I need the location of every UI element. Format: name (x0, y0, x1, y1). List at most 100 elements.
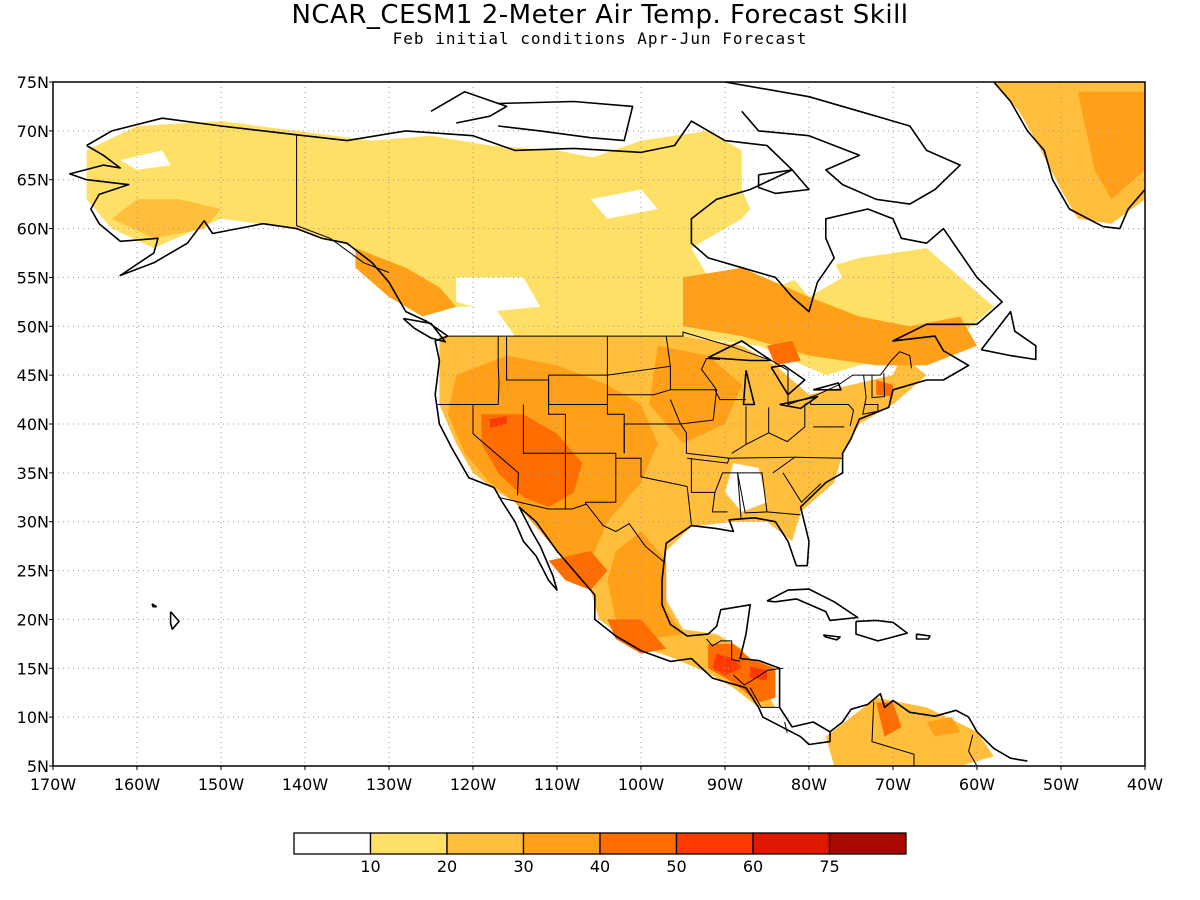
lat-tick-label: 25N (17, 562, 49, 581)
colorbar-label: 10 (360, 857, 380, 876)
border-20 (686, 486, 692, 525)
skill-region-27 (590, 189, 658, 219)
lon-tick-label: 110W (534, 775, 581, 794)
border-33 (862, 375, 879, 415)
border-14 (506, 336, 608, 405)
lon-tick-label: 60W (959, 775, 995, 794)
lat-tick-label: 10N (17, 708, 49, 727)
border-12 (522, 404, 688, 487)
lat-tick-label: 55N (17, 268, 49, 287)
colorbar-swatch (599, 832, 678, 855)
colorbar-swatch (752, 832, 831, 855)
colorbar-swatch (522, 832, 601, 855)
lat-tick-label: 15N (17, 659, 49, 678)
skill-region-28 (725, 463, 767, 512)
border-19 (686, 452, 730, 464)
border-1 (296, 134, 390, 273)
border-4 (733, 667, 784, 686)
border-8 (968, 734, 978, 767)
coastline-12 (829, 692, 1028, 762)
lon-tick-label: 120W (450, 775, 497, 794)
skill-region-10 (489, 416, 507, 428)
skill-region-26 (120, 150, 171, 170)
coastline-9 (855, 619, 909, 642)
coastline-4 (498, 100, 634, 142)
lat-tick-label: 5N (27, 757, 49, 776)
skill-region-12 (607, 619, 667, 654)
skill-region-15 (750, 666, 767, 680)
lat-tick-label: 60N (17, 220, 49, 239)
border-36 (714, 389, 746, 401)
skill-region-7 (649, 345, 742, 444)
skill-region-3 (1077, 91, 1145, 200)
lat-tick-label: 70N (17, 122, 49, 141)
border-6 (784, 721, 788, 733)
coastline-3 (430, 91, 508, 124)
colorbar-swatch (446, 832, 525, 855)
coastline-6 (980, 310, 1037, 361)
coastline-10 (822, 634, 841, 641)
graticule (53, 82, 1145, 766)
skill-shading (86, 82, 1145, 766)
map-subtitle: Feb initial conditions Apr-Jun Forecast (392, 29, 808, 48)
political-borders (296, 134, 978, 767)
lat-tick-label: 40N (17, 415, 49, 434)
skill-region-16 (683, 267, 977, 366)
colorbar-swatch (369, 832, 448, 855)
colorbar: 10 20 30 40 50 60 75 (293, 832, 907, 876)
skill-region-20 (825, 697, 994, 766)
lon-tick-label: 40W (1127, 775, 1163, 794)
border-16 (623, 399, 682, 454)
lat-tick-label: 30N (17, 513, 49, 532)
coastline-5 (757, 169, 810, 195)
lon-tick-label: 70W (875, 775, 911, 794)
border-21 (690, 458, 715, 493)
lat-tick-label: 45N (17, 366, 49, 385)
border-10 (472, 404, 519, 496)
border-3 (706, 638, 741, 662)
coastline-8 (766, 588, 859, 622)
colorbar-swatch (675, 832, 754, 855)
border-18 (670, 389, 718, 454)
lon-tick-label: 100W (618, 775, 665, 794)
lat-tick-label: 50N (17, 317, 49, 336)
border-37 (665, 336, 671, 367)
skill-region-19 (355, 248, 457, 317)
lat-tick-label: 35N (17, 464, 49, 483)
border-25 (782, 472, 822, 503)
lon-tick-label: 140W (282, 775, 329, 794)
border-0 (447, 331, 912, 406)
coastline-13 (169, 611, 180, 630)
border-27 (729, 456, 795, 459)
coastline-1 (993, 81, 1146, 230)
lon-tick-label: 170W (30, 775, 77, 794)
skill-region-14 (712, 653, 742, 676)
colorbar-label: 20 (437, 857, 457, 876)
axis-tick-labels: 75N 70N 65N 60N 55N 50N 45N 40N 35N 30N 25N 20N 15N 1… (17, 73, 1164, 794)
border-24 (766, 511, 801, 516)
colorbar-label: 40 (590, 857, 610, 876)
colorbar-label: 75 (819, 857, 839, 876)
border-9 (437, 336, 500, 405)
colorbar-swatch (828, 832, 907, 855)
coastline-2 (724, 81, 961, 205)
border-2 (498, 496, 665, 563)
skill-region-17 (767, 340, 801, 366)
colorbar-label: 30 (513, 857, 533, 876)
map-title: NCAR_CESM1 2-Meter Air Temp. Forecast Sk… (291, 0, 909, 30)
coastline-17 (770, 364, 806, 396)
border-31 (804, 400, 855, 427)
border-35 (700, 357, 721, 391)
lat-tick-label: 75N (17, 73, 49, 92)
lon-tick-label: 130W (366, 775, 413, 794)
coastline-0 (69, 117, 1003, 746)
lon-tick-label: 50W (1043, 775, 1079, 794)
coastline-11 (915, 633, 931, 640)
lon-tick-label: 90W (707, 775, 743, 794)
coastline-7 (402, 317, 447, 343)
coastline-16 (742, 370, 756, 406)
lat-tick-label: 20N (17, 610, 49, 629)
skill-region-1 (473, 130, 994, 376)
skill-region-25 (456, 277, 541, 312)
